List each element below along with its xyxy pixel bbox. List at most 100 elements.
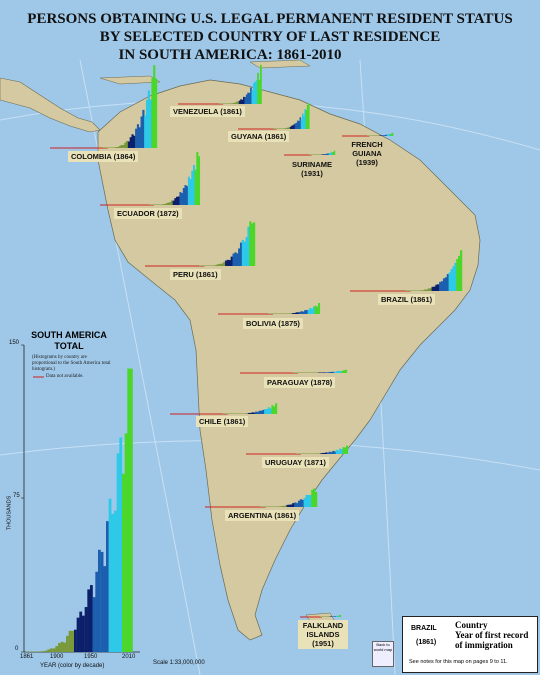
histogram-uruguay-bar	[332, 450, 335, 454]
histogram-french-guiana-bar	[367, 135, 369, 136]
histogram-chile-bar	[258, 410, 261, 414]
histogram-guyana-bar	[274, 128, 276, 129]
histogram-colombia-bar	[122, 145, 125, 148]
histogram-falkland-bar	[337, 615, 339, 617]
histogram-ecuador-bar	[150, 204, 153, 205]
histogram-chile-bar	[264, 409, 267, 414]
histogram-argentina-bar	[273, 506, 276, 507]
histogram-falkland-bar	[331, 616, 333, 617]
histogram-brazil-bar	[425, 289, 429, 291]
histogram-chile-bar	[267, 407, 270, 414]
histogram-ecuador-bar	[159, 204, 162, 205]
map-title-line1: PERSONS OBTAINING U.S. LEGAL PERMANENT R…	[27, 11, 513, 27]
histogram-falkland-bar	[327, 616, 329, 617]
histogram-french-guiana-bar	[367, 135, 370, 136]
histogram-uruguay-bar	[327, 452, 330, 454]
histogram-suriname-bar	[322, 154, 325, 155]
histogram-peru-bar	[212, 265, 215, 266]
histogram-colombia-bar	[116, 146, 120, 148]
histogram-venezuela-bar	[240, 99, 242, 104]
histogram-falkland-bar	[320, 616, 322, 617]
back-to-world-map-link[interactable]: Back to world map	[372, 641, 394, 667]
histogram-guyana-bar	[297, 120, 299, 129]
label-guyana: GUYANA (1861)	[228, 131, 290, 142]
histogram-peru-bar	[251, 223, 254, 266]
histogram-french-guiana-bar	[383, 135, 385, 136]
histogram-suriname-bar	[312, 154, 314, 155]
histogram-french-guiana-bar	[374, 135, 376, 136]
total-bar	[116, 453, 120, 652]
histogram-paraguay-bar	[301, 372, 304, 373]
histogram-argentina-bar	[299, 499, 303, 507]
histogram-ecuador-bar	[189, 179, 192, 205]
histogram-falkland-bar	[328, 616, 331, 617]
histogram-chile-bar	[226, 413, 229, 414]
histogram-venezuela-bar	[243, 96, 245, 104]
histogram-brazil-bar	[431, 286, 434, 291]
histogram-peru-bar	[236, 253, 239, 266]
histogram-paraguay-bar	[341, 370, 344, 373]
histogram-falkland-bar	[331, 616, 333, 617]
histogram-uruguay-bar	[318, 453, 321, 454]
histogram-french-guiana-bar	[388, 133, 390, 136]
histogram-guyana-bar	[286, 127, 288, 129]
histogram-peru-bar	[238, 248, 241, 266]
histogram-paraguay-bar	[292, 372, 295, 373]
histogram-chile-bar	[240, 413, 243, 414]
histogram-venezuela-bar	[238, 100, 241, 104]
french-guiana-name: FRENCH	[351, 140, 383, 149]
legend-label-year: Year of first record	[455, 630, 529, 640]
histogram-french-guiana-bar	[375, 135, 377, 136]
histogram-paraguay-bar	[299, 372, 302, 373]
histogram-colombia-bar	[131, 134, 134, 148]
histogram-chile-bar	[271, 405, 274, 414]
histogram-uruguay-bar	[337, 450, 340, 454]
histogram-bolivia-bar	[311, 308, 314, 314]
falkland-name: FALKLAND	[302, 621, 344, 630]
total-bar	[66, 635, 69, 652]
total-bar	[47, 649, 51, 652]
total-bar	[68, 630, 72, 652]
histogram-colombia-bar	[145, 99, 149, 148]
histogram-bolivia-bar	[300, 311, 303, 314]
histogram-peru-bar	[219, 263, 222, 266]
histogram-bolivia-bar	[273, 313, 276, 314]
histogram-paraguay-bar	[339, 371, 342, 373]
histogram-suriname-bar	[313, 154, 315, 155]
histogram-french-guiana-bar	[378, 135, 380, 136]
histogram-argentina-bar	[311, 489, 314, 507]
histogram-colombia-bar	[118, 145, 121, 148]
total-bar	[26, 651, 29, 652]
histogram-colombia-bar	[149, 99, 152, 148]
label-ecuador: ECUADOR (1872)	[114, 208, 182, 219]
histogram-argentina-bar	[282, 505, 285, 507]
legend-label-country: Country	[455, 620, 488, 630]
histogram-chile-bar	[247, 412, 250, 414]
histogram-chile-bar	[262, 409, 265, 414]
histogram-french-guiana-bar	[381, 135, 383, 136]
histogram-venezuela-bar	[257, 72, 259, 104]
histogram-argentina-bar	[307, 495, 310, 507]
total-bar	[124, 433, 128, 652]
histogram-suriname-bar	[326, 153, 328, 155]
histogram-argentina-bar	[301, 499, 304, 507]
histogram-ecuador-bar	[167, 202, 170, 205]
histogram-suriname-bar	[327, 153, 329, 155]
histogram-uruguay-bar	[309, 453, 312, 454]
histogram-bolivia-bar	[318, 303, 321, 314]
histogram-suriname-bar	[319, 154, 321, 155]
histogram-guyana-bar	[292, 125, 294, 129]
histogram-ecuador-bar	[152, 204, 155, 205]
histogram-falkland-bar	[339, 615, 341, 617]
histogram-chile-bar	[253, 412, 256, 414]
histogram-peru-bar	[247, 226, 250, 266]
histogram-guyana-bar	[303, 115, 305, 129]
total-chart-title: SOUTH AMERICA TOTAL	[24, 330, 114, 352]
histogram-brazil-bar	[439, 281, 442, 291]
map-legend: BRAZIL (1861) Country Year of first reco…	[402, 616, 538, 673]
total-bar	[119, 437, 123, 652]
label-uruguay: URUGUAY (1871)	[262, 457, 329, 468]
histogram-bolivia-bar	[293, 312, 296, 314]
histogram-colombia-bar	[153, 65, 156, 148]
histogram-uruguay-bar	[342, 447, 345, 454]
